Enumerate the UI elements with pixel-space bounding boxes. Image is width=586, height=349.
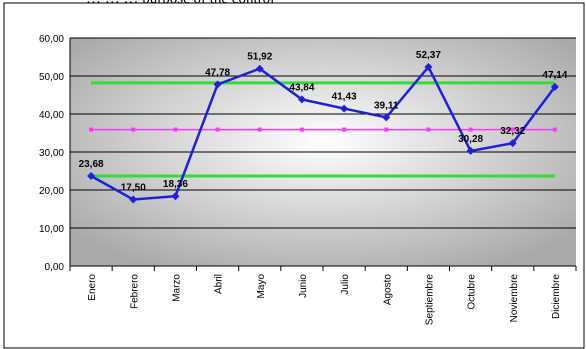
center-line-marker xyxy=(299,127,304,132)
x-tick-label: Enero xyxy=(87,274,98,301)
x-tick-label: Julio xyxy=(340,274,351,295)
x-tick-label: Noviembre xyxy=(509,274,520,323)
center-line-marker xyxy=(173,127,178,132)
center-line-marker xyxy=(384,127,389,132)
data-label: 47,78 xyxy=(205,67,230,78)
data-label: 32,32 xyxy=(500,126,525,137)
center-line-marker xyxy=(89,127,94,132)
data-point xyxy=(171,192,180,201)
data-label: 52,37 xyxy=(416,50,441,61)
data-point xyxy=(340,104,349,113)
data-point xyxy=(550,82,559,91)
y-tick-label: 60,00 xyxy=(39,34,64,45)
x-tick-label: Agosto xyxy=(382,274,393,306)
x-tick-label: Junio xyxy=(298,274,309,298)
data-point xyxy=(297,95,306,104)
center-line-marker xyxy=(510,127,515,132)
x-tick-label: Octubre xyxy=(467,274,478,310)
data-label: 30,28 xyxy=(458,134,483,145)
y-tick-label: 0,00 xyxy=(45,262,65,273)
x-tick-label: Diciembre xyxy=(551,274,562,319)
series-line xyxy=(90,64,556,201)
data-point xyxy=(213,80,222,89)
y-tick-label: 20,00 xyxy=(39,186,64,197)
data-point xyxy=(255,64,264,73)
data-label: 47,14 xyxy=(542,70,567,81)
data-point xyxy=(87,172,96,181)
y-tick-label: 10,00 xyxy=(39,224,64,235)
x-tick-label: Febrero xyxy=(129,274,140,309)
data-label: 41,43 xyxy=(332,92,357,103)
data-label: 18,36 xyxy=(163,179,188,190)
data-point xyxy=(508,139,517,148)
data-label: 23,68 xyxy=(79,159,104,170)
x-tick-label: Marzo xyxy=(171,274,182,302)
x-tick-label: Abril xyxy=(214,274,225,294)
data-label: 39,11 xyxy=(374,100,399,111)
center-line-marker xyxy=(552,127,557,132)
data-label: 51,92 xyxy=(247,52,272,63)
y-tick-label: 50,00 xyxy=(39,72,64,83)
data-label: 17,50 xyxy=(121,183,146,194)
center-line-marker xyxy=(468,127,473,132)
center-line-marker xyxy=(215,127,220,132)
data-label: 43,84 xyxy=(289,82,314,93)
x-tick-label: Septiembre xyxy=(424,274,435,326)
x-tick-label: Mayo xyxy=(256,274,267,299)
center-line-marker xyxy=(342,127,347,132)
center-line-marker xyxy=(257,127,262,132)
data-point xyxy=(466,146,475,155)
center-line-marker xyxy=(426,127,431,132)
data-point xyxy=(129,195,138,204)
y-tick-label: 30,00 xyxy=(39,148,64,159)
data-point xyxy=(382,113,391,122)
data-point xyxy=(424,62,433,71)
center-line-marker xyxy=(131,127,136,132)
y-tick-label: 40,00 xyxy=(39,110,64,121)
